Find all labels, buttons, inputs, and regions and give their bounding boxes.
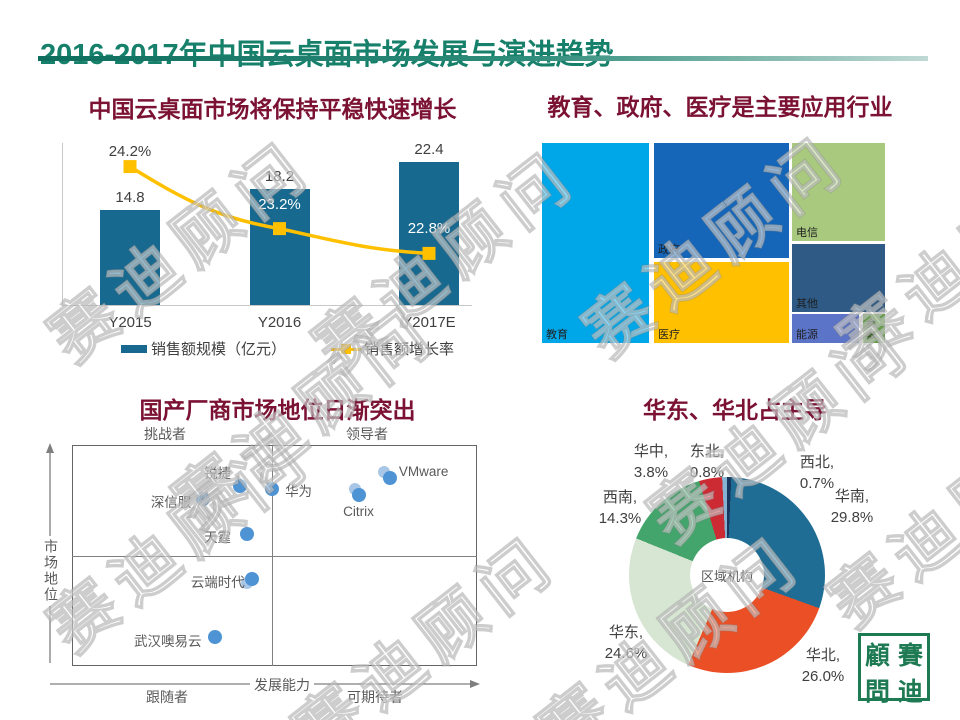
pie-chart-title: 华东、华北占主导 xyxy=(643,397,827,423)
bar-y-axis-line xyxy=(62,143,63,306)
pie-center-label: 区域机构 xyxy=(700,568,753,584)
pie-slice-label: 西南, 14.3% xyxy=(598,489,642,527)
quadrant-vertical-midline xyxy=(272,445,273,666)
logo-char: 問 xyxy=(864,678,890,706)
x-axis-label: Y2016 xyxy=(257,314,302,331)
quadrant-label-leaders: 领导者 xyxy=(346,426,388,442)
treemap-block: 政府 xyxy=(654,143,789,258)
ccid-seal-logo: 顧 賽 問 迪 xyxy=(858,633,930,706)
pie-slice-label: 华东, 24.6% xyxy=(604,624,648,662)
bar-value-label: 14.8 xyxy=(115,189,145,207)
treemap-block: 金融 xyxy=(863,314,885,343)
page-title: 2016-2017年中国云桌面市场发展与演进趋势 xyxy=(40,31,614,73)
scatter-point-label: 深信服 xyxy=(150,494,192,510)
pie-slice-label: 西北, 0.7% xyxy=(799,454,835,492)
treemap-block: 其他 xyxy=(792,244,885,312)
scatter-point-label: 云端时代 xyxy=(190,574,245,590)
treemap-block-label: 其他 xyxy=(796,297,818,310)
scatter-y-axis-label: 市场地位 xyxy=(40,536,62,606)
scatter-point-label: Citrix xyxy=(343,503,374,519)
treemap-block-label: 教育 xyxy=(546,328,568,341)
legend-line-label: 销售额增长率 xyxy=(364,341,455,358)
scatter-point-label: 天霆 xyxy=(203,530,231,546)
bar-sales xyxy=(100,210,160,305)
scatter-point-label: 武汉噢易云 xyxy=(133,634,202,650)
x-axis-label: Y2017E xyxy=(402,314,456,331)
logo-char: 顧 xyxy=(864,642,890,670)
scatter-point-label: VMware xyxy=(398,463,449,479)
legend-bar-swatch xyxy=(121,345,147,353)
scatter-point xyxy=(352,487,367,502)
treemap-block-label: 能源 xyxy=(796,328,818,341)
treemap-block: 电信 xyxy=(792,143,885,241)
pie-slice-label: 华中, 3.8% xyxy=(633,443,669,481)
bar-value-label: 22.4 xyxy=(414,140,444,158)
growth-rate-label: 22.8% xyxy=(407,220,451,238)
treemap-title: 教育、政府、医疗是主要应用行业 xyxy=(547,94,893,120)
treemap-block: 能源 xyxy=(792,314,859,343)
treemap-block: 教育 xyxy=(542,143,649,343)
scatter-point xyxy=(195,491,210,506)
logo-char: 迪 xyxy=(897,678,923,706)
pie-center-hole: 区域机构 xyxy=(690,538,764,612)
treemap-block-label: 电信 xyxy=(796,226,818,239)
treemap-block-label: 政府 xyxy=(658,243,680,256)
scatter-point xyxy=(239,527,254,542)
scatter-point xyxy=(265,481,280,496)
treemap-block-label: 金融 xyxy=(866,319,876,341)
scatter-point xyxy=(233,479,248,494)
bar-value-label: 18.2 xyxy=(264,167,295,185)
growth-rate-marker xyxy=(123,160,137,174)
growth-rate-label: 23.2% xyxy=(258,195,301,213)
logo-char: 賽 xyxy=(897,642,923,670)
bar-chart-title: 中国云桌面市场将保持平稳快速增长 xyxy=(88,96,457,122)
legend-bar-label: 销售额规模（亿元） xyxy=(151,341,287,358)
quadrant-label-expected: 可期待者 xyxy=(347,689,403,705)
scatter-point xyxy=(207,630,222,645)
quadrant-label-challengers: 挑战者 xyxy=(144,426,186,442)
scatter-point-label: 华为 xyxy=(285,483,313,499)
pie-slice-label: 东北, 0.8% xyxy=(689,443,725,481)
scatter-point xyxy=(382,470,397,485)
treemap-block-label: 医疗 xyxy=(658,328,680,341)
pie-slice-label: 华北, 26.0% xyxy=(801,647,845,685)
treemap-block: 医疗 xyxy=(654,262,789,343)
quadrant-horizontal-midline xyxy=(72,556,477,557)
scatter-x-axis-label: 发展能力 xyxy=(250,675,314,695)
title-underline xyxy=(38,56,928,61)
quadrant-plot-area xyxy=(72,445,477,666)
scatter-point-label: 锐捷 xyxy=(204,466,232,482)
quadrant-label-followers: 跟随者 xyxy=(146,689,188,705)
bar-x-axis-line xyxy=(62,305,472,306)
growth-rate-label: 24.2% xyxy=(108,142,152,160)
pie-slice-label: 华南, 29.8% xyxy=(830,488,874,526)
quadrant-chart-title: 国产厂商市场地位日渐突出 xyxy=(139,397,416,423)
scatter-point xyxy=(244,571,259,586)
legend-line-marker-square xyxy=(341,344,351,354)
x-axis-label: Y2015 xyxy=(108,314,152,331)
